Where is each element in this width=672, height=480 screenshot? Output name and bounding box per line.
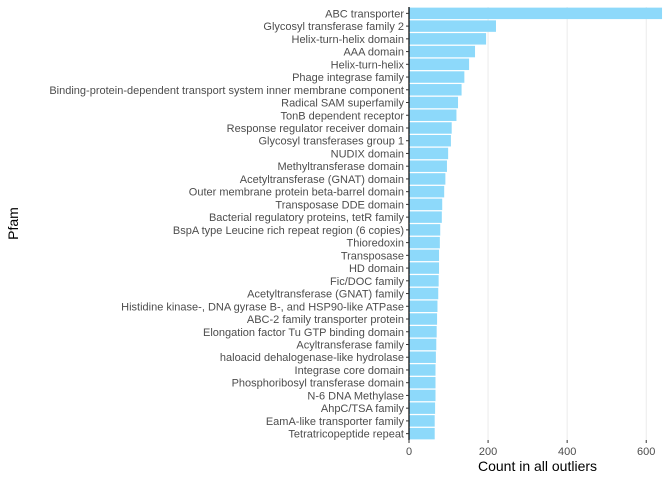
y-tick-label: Response regulator receiver domain [227,123,404,135]
y-tick-label: Glycosyl transferase family 2 [263,21,404,33]
bar [409,287,439,300]
x-tick-label: 600 [637,446,655,458]
bar [409,71,465,83]
bar [409,275,439,287]
bar [409,415,435,427]
x-tick-label: 0 [406,446,412,458]
y-axis-title: Pfam [5,207,21,240]
y-tick-label: Thioredoxin [347,238,404,250]
y-tick-label: Elongation factor Tu GTP binding domain [203,327,404,339]
bar [409,185,445,198]
bar [409,402,436,414]
y-tick-label: haloacid dehalogenase-like hydrolase [220,352,404,364]
y-tick-label: ABC-2 family transporter protein [247,314,404,326]
y-tick-label: AAA domain [343,47,404,59]
bar [409,173,446,185]
bar [409,313,438,325]
y-tick-label: Acetyltransferase (GNAT) domain [240,174,404,186]
y-tick-label: Glycosyl transferases group 1 [258,136,404,148]
bar [409,198,443,211]
y-tick-label: HD domain [349,263,404,275]
bar [409,33,487,45]
y-tick-label: Outer membrane protein beta-barrel domai… [189,187,404,199]
bar [409,364,436,376]
bar [409,236,440,249]
bar [409,147,449,160]
y-tick-label: Phage integrase family [292,72,404,84]
y-tick-label: EamA-like transporter family [266,416,405,428]
bar [409,45,476,58]
bar [409,58,470,71]
y-tick-label: ABC transporter [325,8,404,20]
bar [409,160,447,172]
y-tick-label: Binding-protein-dependent transport syst… [49,85,404,97]
y-tick-label: Methyltransferase domain [277,161,404,173]
bar [409,211,442,223]
bar [409,338,437,351]
bar [409,96,459,109]
bar [409,84,462,96]
y-tick-label: Transposase DDE domain [275,199,404,211]
y-tick-label: BspA type Leucine rich repeat region (6 … [173,225,404,237]
bar [409,7,663,20]
x-tick-label: 400 [558,446,576,458]
bar [409,249,440,262]
bar [409,389,436,402]
y-tick-label: Integrase core domain [295,365,404,377]
bar [409,20,496,32]
y-tick-label: Acetyltransferase (GNAT) family [247,289,404,301]
bar [409,262,440,274]
bar [409,134,451,147]
y-tick-label: Tetratricopeptide repeat [288,429,404,441]
y-tick-label: N-6 DNA Methylase [307,390,404,402]
y-tick-label: Fic/DOC family [330,276,404,288]
y-tick-label: TonB dependent receptor [280,110,404,122]
y-tick-label: NUDIX domain [331,148,404,160]
y-tick-label: AhpC/TSA family [321,403,405,415]
bar [409,376,436,389]
x-axis-title: Count in all outliers [478,458,597,474]
y-tick-label: Radical SAM superfamily [281,98,404,110]
bars [409,7,663,440]
bar [409,109,457,121]
y-tick-label: Helix-turn-helix domain [292,34,405,46]
bar [409,427,435,440]
y-tick-label: Transposase [341,250,404,262]
y-tick-label: Phosphoribosyl transferase domain [232,378,404,390]
bar [409,122,452,134]
y-tick-label: Bacterial regulatory proteins, tetR fami… [209,212,405,224]
y-tick-label: Histidine kinase-, DNA gyrase B-, and HS… [121,301,404,313]
bar [409,351,436,363]
bar [409,300,438,313]
x-tick-label: 200 [479,446,497,458]
y-tick-label: Helix-turn-helix [331,59,405,71]
bar [409,224,441,236]
x-axis-ticks: 0 200 400 600 [406,440,655,458]
y-tick-label: Acyltransferase family [296,339,404,351]
bar [409,326,437,338]
